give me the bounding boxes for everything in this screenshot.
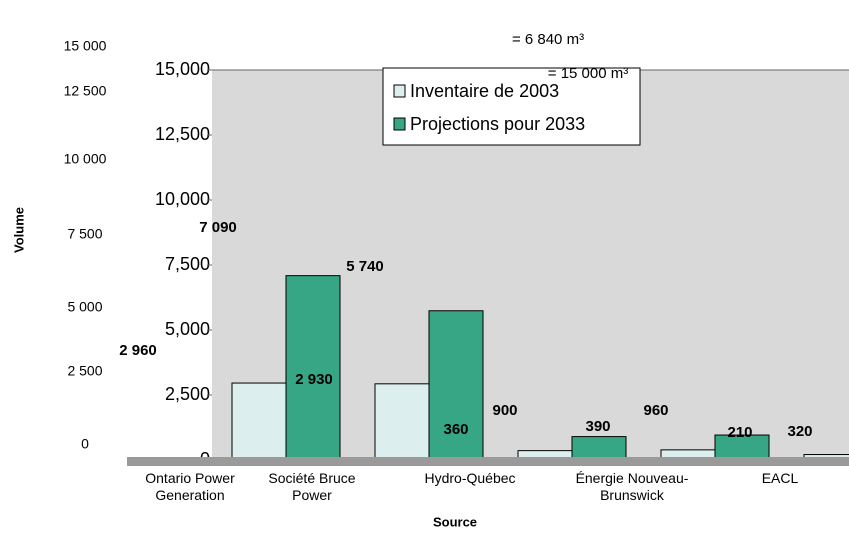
outer-y-tick-label: 10 000 <box>64 151 107 167</box>
legend-label: Projections pour 2033 <box>410 114 585 134</box>
data-label: 7 090 <box>199 219 237 236</box>
outer-y-tick-label: 12 500 <box>64 83 107 99</box>
x-axis-band <box>127 457 849 466</box>
legend-label: Inventaire de 2003 <box>410 81 559 101</box>
bar <box>374 383 430 461</box>
data-label: 900 <box>492 402 517 419</box>
y-tick-label: 10,000 <box>155 189 210 209</box>
y-tick-label: 5,000 <box>165 319 210 339</box>
outer-y-tick-label: 2 500 <box>67 363 102 379</box>
outer-y-tick-label: 15 000 <box>64 38 107 54</box>
outer-y-tick-label: 0 <box>81 436 89 452</box>
data-label: 960 <box>643 402 668 419</box>
x-tick-label: Société Bruce Power <box>268 470 356 503</box>
y-tick-label: 12,500 <box>155 124 210 144</box>
data-label: 360 <box>443 421 468 438</box>
outer-y-tick-label: 5 000 <box>67 299 102 315</box>
legend-box <box>382 67 641 146</box>
y-tick-label: 15,000 <box>155 59 210 79</box>
data-label: 5 740 <box>346 258 384 275</box>
x-tick-label: EACL <box>761 470 799 486</box>
x-axis-title: Source <box>433 514 477 529</box>
y-axis-title: Volume <box>11 207 26 253</box>
data-label: 2 960 <box>119 342 157 359</box>
annotation: = 6 840 m³ <box>512 31 584 48</box>
data-label: 390 <box>585 418 610 435</box>
data-label: 320 <box>787 423 812 440</box>
legend-swatch <box>393 84 406 98</box>
annotation: = 15 000 m³ <box>548 65 628 82</box>
y-tick-label: 7,500 <box>165 254 210 274</box>
x-tick-label: Ontario Power Generation <box>145 470 235 503</box>
bar <box>285 275 341 461</box>
data-label: 210 <box>727 424 752 441</box>
legend-swatch <box>393 117 406 131</box>
bar <box>571 436 627 461</box>
bar <box>231 382 287 461</box>
outer-y-tick-label: 7 500 <box>67 226 102 242</box>
y-tick-label: 2,500 <box>165 384 210 404</box>
x-tick-label: Hydro-Québec <box>424 470 516 486</box>
x-tick-label: Énergie Nouveau-Brunswick <box>575 470 689 503</box>
data-label: 2 930 <box>295 371 333 388</box>
